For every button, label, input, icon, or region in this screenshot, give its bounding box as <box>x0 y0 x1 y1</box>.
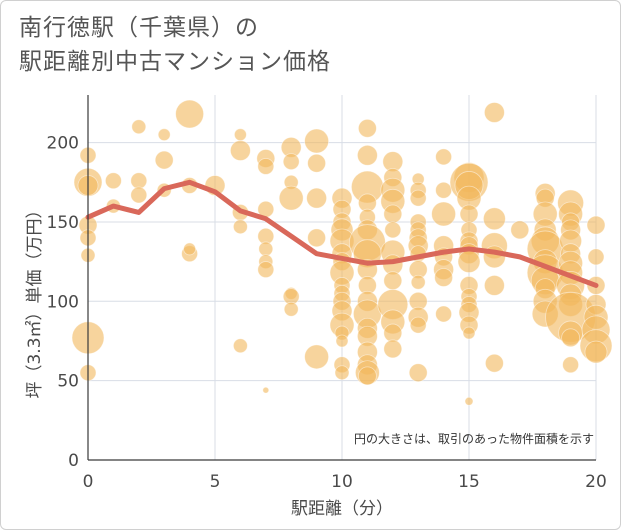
bubble-point <box>482 207 506 231</box>
bubble-point <box>307 153 327 173</box>
bubble-point <box>304 128 330 154</box>
y-tick-label: 150 <box>47 213 79 233</box>
bubble-point <box>306 187 328 209</box>
bubble-point <box>410 274 426 290</box>
bubble-point <box>282 153 300 171</box>
bubble-point <box>257 261 275 278</box>
x-tick-label: 5 <box>210 472 221 492</box>
bubble-point <box>233 128 247 142</box>
bubble-point <box>409 189 427 207</box>
bubble-point <box>304 344 330 370</box>
bubble-point <box>435 305 453 323</box>
bubble-point <box>484 353 504 373</box>
x-tick-label: 20 <box>585 472 607 492</box>
y-tick-label: 100 <box>47 292 79 312</box>
bubble-point <box>457 250 481 274</box>
y-tick-labels: 0 50 100 150 200 <box>47 134 79 471</box>
bubble-point <box>561 328 580 348</box>
chart-title-line-2: 駅距離別中古マンション価格 <box>19 49 331 75</box>
trend-line <box>85 179 599 288</box>
chart-title-line-1: 南行徳駅（千葉県）の <box>19 15 259 41</box>
bubble-point <box>434 268 454 287</box>
bubble-point <box>459 204 479 224</box>
bubble-point <box>357 118 377 138</box>
y-tick-label: 200 <box>47 134 79 154</box>
bubble-point <box>435 181 453 199</box>
bubble-point <box>175 99 205 129</box>
bubble-point <box>157 128 171 142</box>
bubble-point <box>335 334 349 348</box>
trend-line-series <box>85 179 599 288</box>
x-tick-labels: 0 5 10 15 20 <box>83 472 607 492</box>
bubble-point <box>131 119 147 135</box>
bubble-point <box>154 150 174 170</box>
bubble-point <box>262 386 270 394</box>
bubble-size-note: 円の大きさは、取引のあった物件面積を示す <box>354 431 594 446</box>
bubble-point <box>257 158 275 175</box>
bubble-point <box>356 144 378 166</box>
bubble-point <box>562 356 579 374</box>
bubble-point <box>334 365 350 381</box>
axes <box>87 95 596 461</box>
bubble-point <box>307 228 327 248</box>
bubble-point <box>587 248 605 266</box>
bubble-point <box>383 339 403 359</box>
bubble-point <box>258 241 274 257</box>
y-tick-label: 50 <box>57 372 79 392</box>
bubble-point <box>383 204 403 224</box>
y-tick-label: 0 <box>68 451 79 471</box>
bubble-point <box>483 102 505 123</box>
x-tick-label: 0 <box>83 472 94 492</box>
bubble-point <box>130 186 148 204</box>
bubble-point <box>229 140 251 161</box>
bubble-point <box>384 221 402 239</box>
x-tick-label: 10 <box>331 472 353 492</box>
bubble-point <box>183 242 197 256</box>
bubble-point <box>584 340 608 364</box>
bubble-point <box>431 201 457 227</box>
bubble-point <box>283 301 299 317</box>
bubble-point <box>383 271 403 291</box>
bubble-point <box>483 275 505 296</box>
chart-title: 南行徳駅（千葉県）の 駅距離別中古マンション価格 <box>19 11 331 79</box>
y-axis-label: 坪（3.3㎡）単価（万円） <box>25 201 45 398</box>
bubble-point <box>105 172 122 190</box>
bubble-point <box>435 148 453 166</box>
bubble-point <box>409 316 427 334</box>
bubble-point <box>278 185 304 211</box>
bubble-point <box>383 323 403 343</box>
bubble-point <box>408 363 428 383</box>
x-axis-label: 駅距離（分） <box>291 499 393 519</box>
bubble-point <box>232 219 248 235</box>
bubble-point <box>357 366 377 386</box>
bubble-point <box>232 338 248 354</box>
bubble-series <box>71 99 613 406</box>
bubble-point <box>510 220 530 240</box>
bubble-point <box>462 326 476 340</box>
x-tick-label: 15 <box>458 472 480 492</box>
bubble-point <box>586 215 606 235</box>
bubble-point <box>464 396 474 406</box>
bubble-point <box>130 172 148 190</box>
